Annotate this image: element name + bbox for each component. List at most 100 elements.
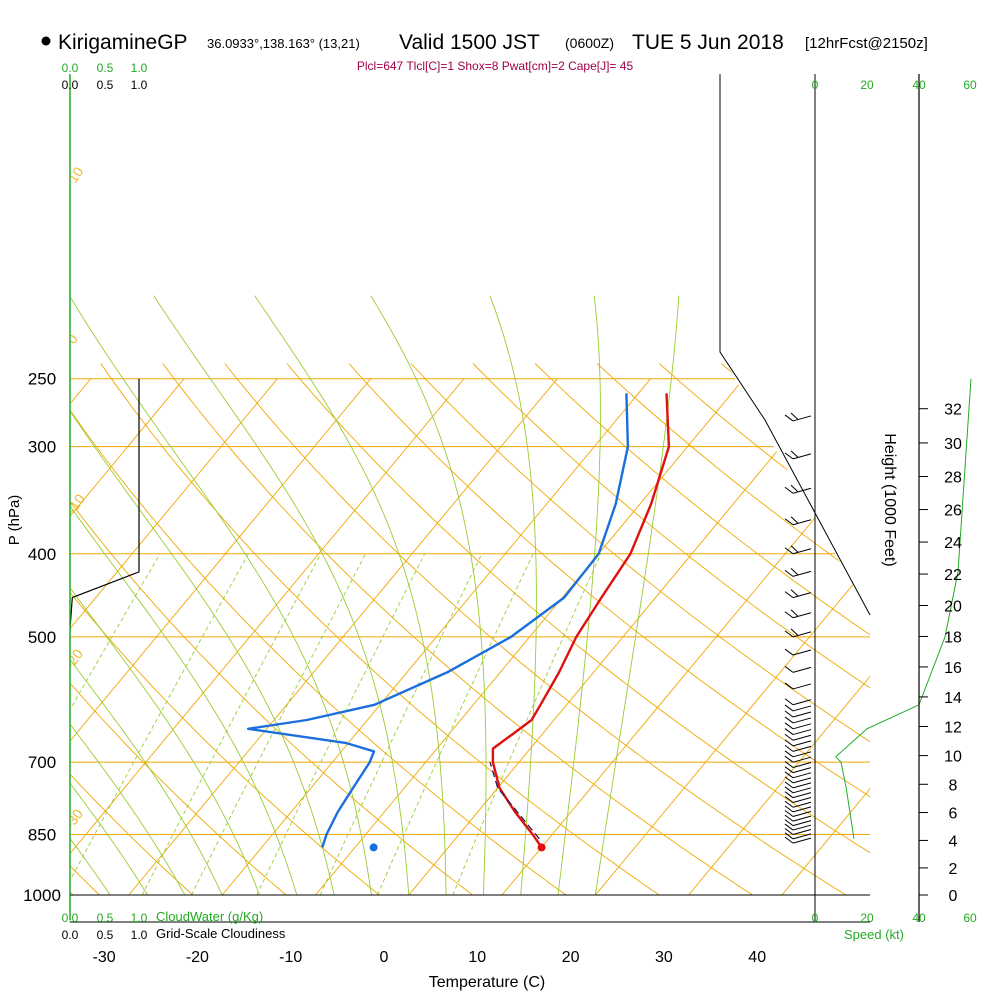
height-tick-8: 8 bbox=[949, 777, 958, 794]
wind-barb-feather bbox=[790, 516, 799, 524]
wind-barb-feather bbox=[784, 828, 794, 835]
speed-tick-top-60: 60 bbox=[963, 78, 977, 92]
wind-barb bbox=[792, 811, 812, 818]
wind-barb bbox=[792, 487, 812, 494]
height-tick-28: 28 bbox=[944, 470, 962, 487]
wind-barb-feather bbox=[784, 611, 794, 619]
cloudiness-scale-top-1: 0.5 bbox=[97, 78, 114, 92]
wind-barb bbox=[792, 756, 812, 763]
dry-adiabat bbox=[100, 363, 661, 895]
pressure-tick-850: 850 bbox=[28, 825, 56, 844]
wind-barb-feather bbox=[790, 545, 799, 553]
wind-barb-feather bbox=[790, 609, 799, 617]
valid-time: Valid 1500 JST bbox=[399, 31, 540, 54]
wind-barb bbox=[792, 761, 812, 768]
temperature-tick-20: 20 bbox=[562, 949, 580, 966]
wind-barb-feather bbox=[784, 761, 794, 768]
wind-barb-feather bbox=[784, 810, 794, 817]
wind-barb bbox=[792, 792, 812, 799]
parcel-line bbox=[489, 762, 540, 840]
speed-tick-top-20: 20 bbox=[860, 78, 874, 92]
wind-barb bbox=[792, 519, 812, 526]
dry-adiabat bbox=[596, 363, 870, 584]
surface-dewpoint-marker bbox=[369, 843, 378, 852]
wind-barb bbox=[792, 787, 812, 794]
wind-barb bbox=[792, 806, 812, 813]
wind-barb-feather bbox=[784, 722, 794, 730]
mixing-ratio-line bbox=[452, 553, 602, 895]
wind-barb bbox=[792, 767, 812, 774]
isotherm bbox=[70, 378, 185, 517]
wind-barb bbox=[792, 833, 812, 840]
mixing-ratio-line bbox=[256, 553, 426, 895]
height-tick-20: 20 bbox=[944, 598, 962, 615]
cloudiness-scale-top-2: 1.0 bbox=[131, 78, 148, 92]
wind-barb-feather bbox=[790, 484, 799, 493]
wind-barb-feather bbox=[784, 569, 794, 577]
isotherm bbox=[408, 378, 838, 895]
temperature-tick-10: 10 bbox=[468, 949, 486, 966]
wind-barb-feather bbox=[790, 628, 799, 636]
wind-barb bbox=[792, 782, 812, 789]
speed-axis-title: Speed (kt) bbox=[844, 927, 904, 942]
wind-barb-feather bbox=[784, 452, 794, 460]
pressure-tick-400: 400 bbox=[28, 545, 56, 564]
wind-barb-feather bbox=[784, 836, 794, 844]
wind-barb bbox=[792, 415, 812, 422]
wind-barb-feather bbox=[784, 766, 794, 774]
wind-barb bbox=[792, 820, 812, 827]
dry-adiabat bbox=[410, 363, 870, 743]
height-tick-14: 14 bbox=[944, 690, 962, 707]
isotherm bbox=[70, 378, 278, 630]
wind-barb bbox=[792, 801, 812, 808]
isotherm bbox=[70, 378, 465, 855]
wind-barb bbox=[792, 649, 812, 656]
wind-barb bbox=[792, 699, 812, 706]
moist-adiabat bbox=[70, 295, 372, 895]
height-tick-10: 10 bbox=[944, 749, 962, 766]
speed-tick-bottom-20: 20 bbox=[860, 911, 874, 925]
wind-barb-feather bbox=[784, 771, 794, 779]
wind-barb bbox=[792, 723, 812, 730]
moist-adiabat bbox=[70, 587, 260, 895]
wind-barb-feather bbox=[790, 450, 799, 458]
dry-adiabat bbox=[162, 363, 754, 895]
wind-barb bbox=[792, 740, 812, 747]
dry-adiabat bbox=[224, 363, 847, 895]
wind-barb bbox=[792, 453, 812, 460]
cloud-scale-bottom-1: 0.5 bbox=[97, 911, 114, 925]
height-tick-30: 30 bbox=[944, 436, 962, 453]
dry-adiabat bbox=[348, 363, 870, 798]
valid-zulu: (0600Z) bbox=[565, 35, 614, 51]
height-tick-22: 22 bbox=[944, 567, 962, 584]
wind-barb bbox=[792, 828, 812, 835]
cloudiness-scale-top-0: 0.0 bbox=[62, 78, 79, 92]
wind-barb-feather bbox=[790, 567, 799, 576]
forecast-label: [12hrFcst@2150z] bbox=[805, 35, 928, 52]
mixing-ratio-line bbox=[319, 553, 483, 895]
wind-barb bbox=[792, 705, 812, 712]
moist-adiabat bbox=[70, 658, 223, 895]
wind-barb-feather bbox=[784, 744, 794, 752]
cloudiness-scale-bottom-0: 0.0 bbox=[62, 928, 79, 942]
temperature-tick-30: 30 bbox=[655, 949, 673, 966]
pressure-tick-700: 700 bbox=[28, 753, 56, 772]
isotherm bbox=[781, 788, 870, 895]
wind-barb-feather bbox=[784, 414, 794, 422]
mixing-ratio-line bbox=[141, 553, 322, 895]
y-axis-title: P (hPa) bbox=[6, 495, 23, 546]
wind-barb bbox=[792, 711, 812, 718]
valid-date: TUE 5 Jun 2018 bbox=[632, 31, 784, 54]
wind-barb-feather bbox=[784, 796, 794, 803]
wind-barb bbox=[792, 745, 812, 752]
wind-barb-feather bbox=[784, 648, 794, 656]
mixing-ratio-line bbox=[70, 553, 249, 882]
wind-barb bbox=[792, 683, 812, 690]
wind-barb-feather bbox=[784, 786, 794, 794]
cloud-scale-top-2: 1.0 bbox=[131, 61, 148, 75]
wind-barb-feather bbox=[784, 682, 794, 690]
wind-barb bbox=[792, 717, 812, 724]
wind-barb-feather bbox=[784, 665, 794, 673]
